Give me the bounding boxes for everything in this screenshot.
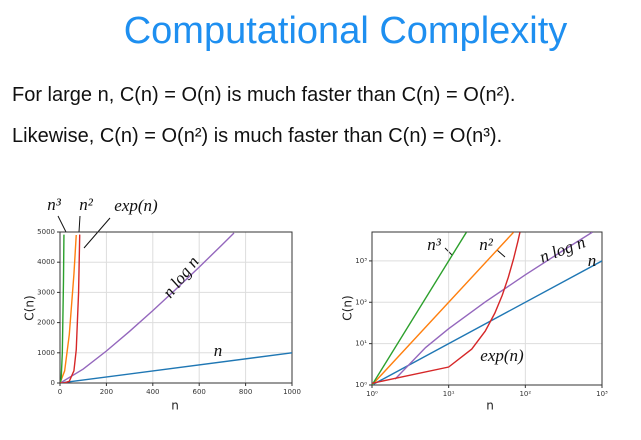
pointer	[57, 215, 67, 233]
x-tick-label: 10³	[596, 390, 608, 398]
y-tick-label: 10³	[355, 257, 367, 265]
body-text: Likewise, C(n) = O(n²) is much faster th…	[12, 125, 503, 147]
y-tick-label: 10⁰	[355, 381, 367, 389]
y-tick-label: 10¹	[355, 340, 367, 348]
series-label: n³	[427, 235, 442, 254]
x-axis-label: n	[171, 399, 179, 413]
line-series	[372, 260, 602, 385]
x-tick-label: 200	[100, 388, 113, 396]
body-text: For large n, C(n) = O(n) is much faster …	[12, 84, 516, 106]
y-axis-label: C(n)	[23, 295, 37, 320]
y-tick-label: 5000	[37, 228, 55, 236]
line-series	[372, 232, 521, 384]
line-series	[60, 352, 292, 383]
pointer	[496, 249, 506, 258]
x-tick-label: 10¹	[443, 390, 455, 398]
line-series	[60, 234, 65, 383]
y-tick-label: 10²	[355, 298, 367, 306]
y-tick-label: 1000	[37, 349, 55, 357]
series-label: n³	[47, 195, 62, 214]
y-tick-label: 0	[51, 379, 55, 387]
x-axis-label: n	[486, 399, 494, 413]
y-axis-label: C(n)	[341, 295, 355, 320]
plot-frame	[59, 231, 293, 384]
series-label: n²	[479, 235, 494, 254]
line-series	[372, 232, 514, 385]
series-label: n	[588, 251, 597, 270]
line-series	[372, 232, 467, 385]
plot-area	[372, 232, 602, 385]
series-label: n	[214, 341, 223, 360]
line-series	[60, 234, 81, 383]
plot-area	[60, 232, 292, 383]
y-tick-label: 4000	[37, 258, 55, 266]
slide-title: Computational Complexity	[123, 10, 568, 52]
line-series	[394, 232, 593, 380]
x-tick-label: 0	[58, 388, 62, 396]
line-series	[60, 232, 235, 383]
x-tick-label: 1000	[283, 388, 301, 396]
plot-frame	[371, 231, 603, 386]
x-tick-label: 10²	[519, 390, 531, 398]
x-tick-label: 600	[193, 388, 206, 396]
x-tick-label: 400	[146, 388, 159, 396]
series-label: n²	[79, 195, 94, 214]
x-tick-label: 10⁰	[366, 390, 378, 398]
line-series	[60, 234, 77, 383]
pointer	[78, 215, 81, 233]
pointer	[83, 217, 111, 249]
series-label: exp(n)	[114, 196, 158, 215]
y-tick-label: 2000	[37, 319, 55, 327]
x-tick-label: 800	[239, 388, 252, 396]
y-tick-label: 3000	[37, 288, 55, 296]
series-label: exp(n)	[480, 346, 524, 365]
series-label: n log n	[159, 253, 203, 302]
